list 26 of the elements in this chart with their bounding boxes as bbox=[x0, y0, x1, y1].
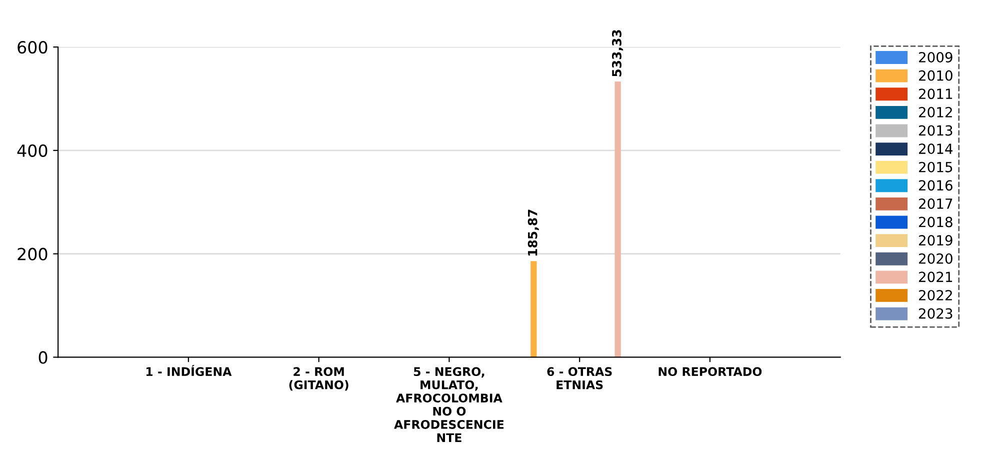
x-tick-label: NO REPORTADO bbox=[658, 367, 762, 376]
legend-label: 2022 bbox=[918, 290, 952, 300]
legend-label: 2019 bbox=[918, 235, 952, 246]
legend-label: 2012 bbox=[918, 106, 952, 118]
legend-label: 2011 bbox=[918, 88, 952, 100]
y-tick-label: 400 bbox=[17, 144, 48, 157]
y-tick-label: 200 bbox=[18, 248, 48, 260]
legend-label: 2020 bbox=[918, 253, 952, 264]
x-tick-label: 2 - ROM (GITANO) bbox=[289, 367, 348, 391]
legend-label: 2018 bbox=[918, 216, 952, 228]
legend-label: 2010 bbox=[918, 70, 952, 81]
legend-label: 2016 bbox=[918, 180, 952, 191]
x-tick-label: 6 - OTRAS ETNIAS bbox=[547, 367, 612, 390]
legend-label: 2023 bbox=[918, 308, 952, 319]
legend-label: 2015 bbox=[918, 162, 952, 172]
data-label: 185,87 bbox=[528, 210, 539, 256]
legend-label: 2013 bbox=[918, 125, 952, 136]
data-label: 533,33 bbox=[612, 30, 624, 76]
legend-label: 2017 bbox=[918, 198, 952, 209]
legend-label: 2021 bbox=[918, 272, 952, 282]
y-tick-label: 600 bbox=[18, 40, 48, 54]
legend-label: 2014 bbox=[918, 144, 953, 154]
y-tick-label: 0 bbox=[38, 351, 48, 364]
legend-label: 2009 bbox=[918, 52, 952, 62]
x-tick-label: 5 - NEGRO, MULATO, AFROCOLOMBIA NO O AFRODESCENCIE NTE bbox=[394, 367, 504, 442]
x-tick-label: 1 - INDÍGENA bbox=[146, 364, 232, 376]
